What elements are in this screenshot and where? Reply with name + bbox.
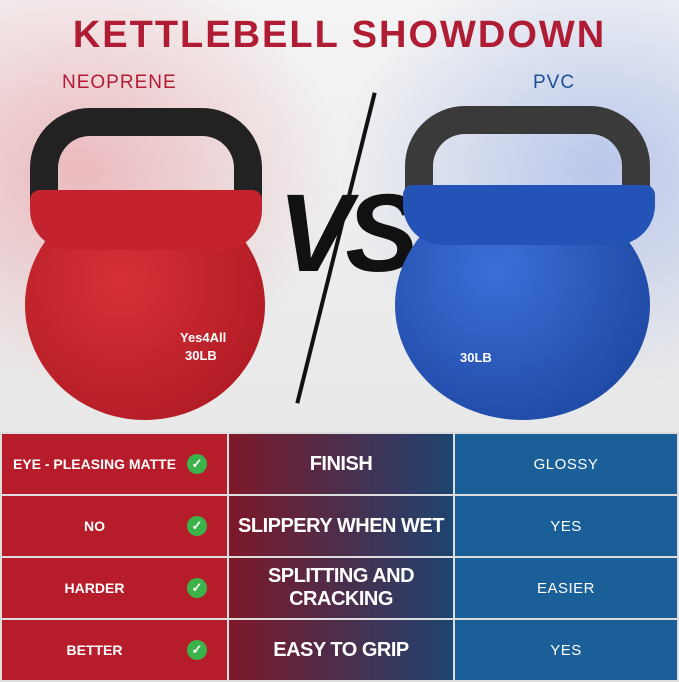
- feature-label: EASY TO GRIP: [227, 618, 455, 682]
- check-icon: ✓: [187, 578, 207, 598]
- table-row: BETTER ✓ EASY TO GRIP YES: [0, 618, 679, 682]
- weight-label: 30LB: [185, 348, 217, 363]
- feature-label: SLIPPERY WHEN WET: [227, 494, 455, 558]
- pvc-value: YES: [453, 618, 679, 682]
- feature-label: FINISH: [227, 432, 455, 496]
- pvc-value: EASIER: [453, 556, 679, 620]
- neoprene-value: EYE - PLEASING MATTE: [12, 456, 177, 472]
- vs-text: VS: [278, 172, 419, 295]
- weight-label: 30LB: [460, 350, 492, 365]
- neoprene-value: HARDER: [64, 580, 125, 596]
- neoprene-label: NEOPRENE: [62, 72, 177, 93]
- feature-label: SPLITTING AND CRACKING: [227, 556, 455, 620]
- pvc-label: PVC: [533, 72, 576, 93]
- check-icon: ✓: [187, 454, 207, 474]
- page-title: KETTLEBELL SHOWDOWN: [72, 14, 607, 56]
- pvc-value: GLOSSY: [453, 432, 679, 496]
- brand-logo: Yes4All: [180, 330, 227, 345]
- neoprene-value: BETTER: [66, 642, 123, 658]
- pvc-value: YES: [453, 494, 679, 558]
- comparison-table: EYE - PLEASING MATTE ✓ FINISH GLOSSY NO ✓ SLI…: [0, 432, 679, 682]
- table-row: EYE - PLEASING MATTE ✓ FINISH GLOSSY: [0, 432, 679, 496]
- check-icon: ✓: [187, 516, 207, 536]
- check-icon: ✓: [187, 640, 207, 660]
- table-row: NO ✓ SLIPPERY WHEN WET YES: [0, 494, 679, 558]
- neoprene-value: NO: [84, 518, 105, 534]
- table-row: HARDER ✓ SPLITTING AND CRACKING EASIER: [0, 556, 679, 620]
